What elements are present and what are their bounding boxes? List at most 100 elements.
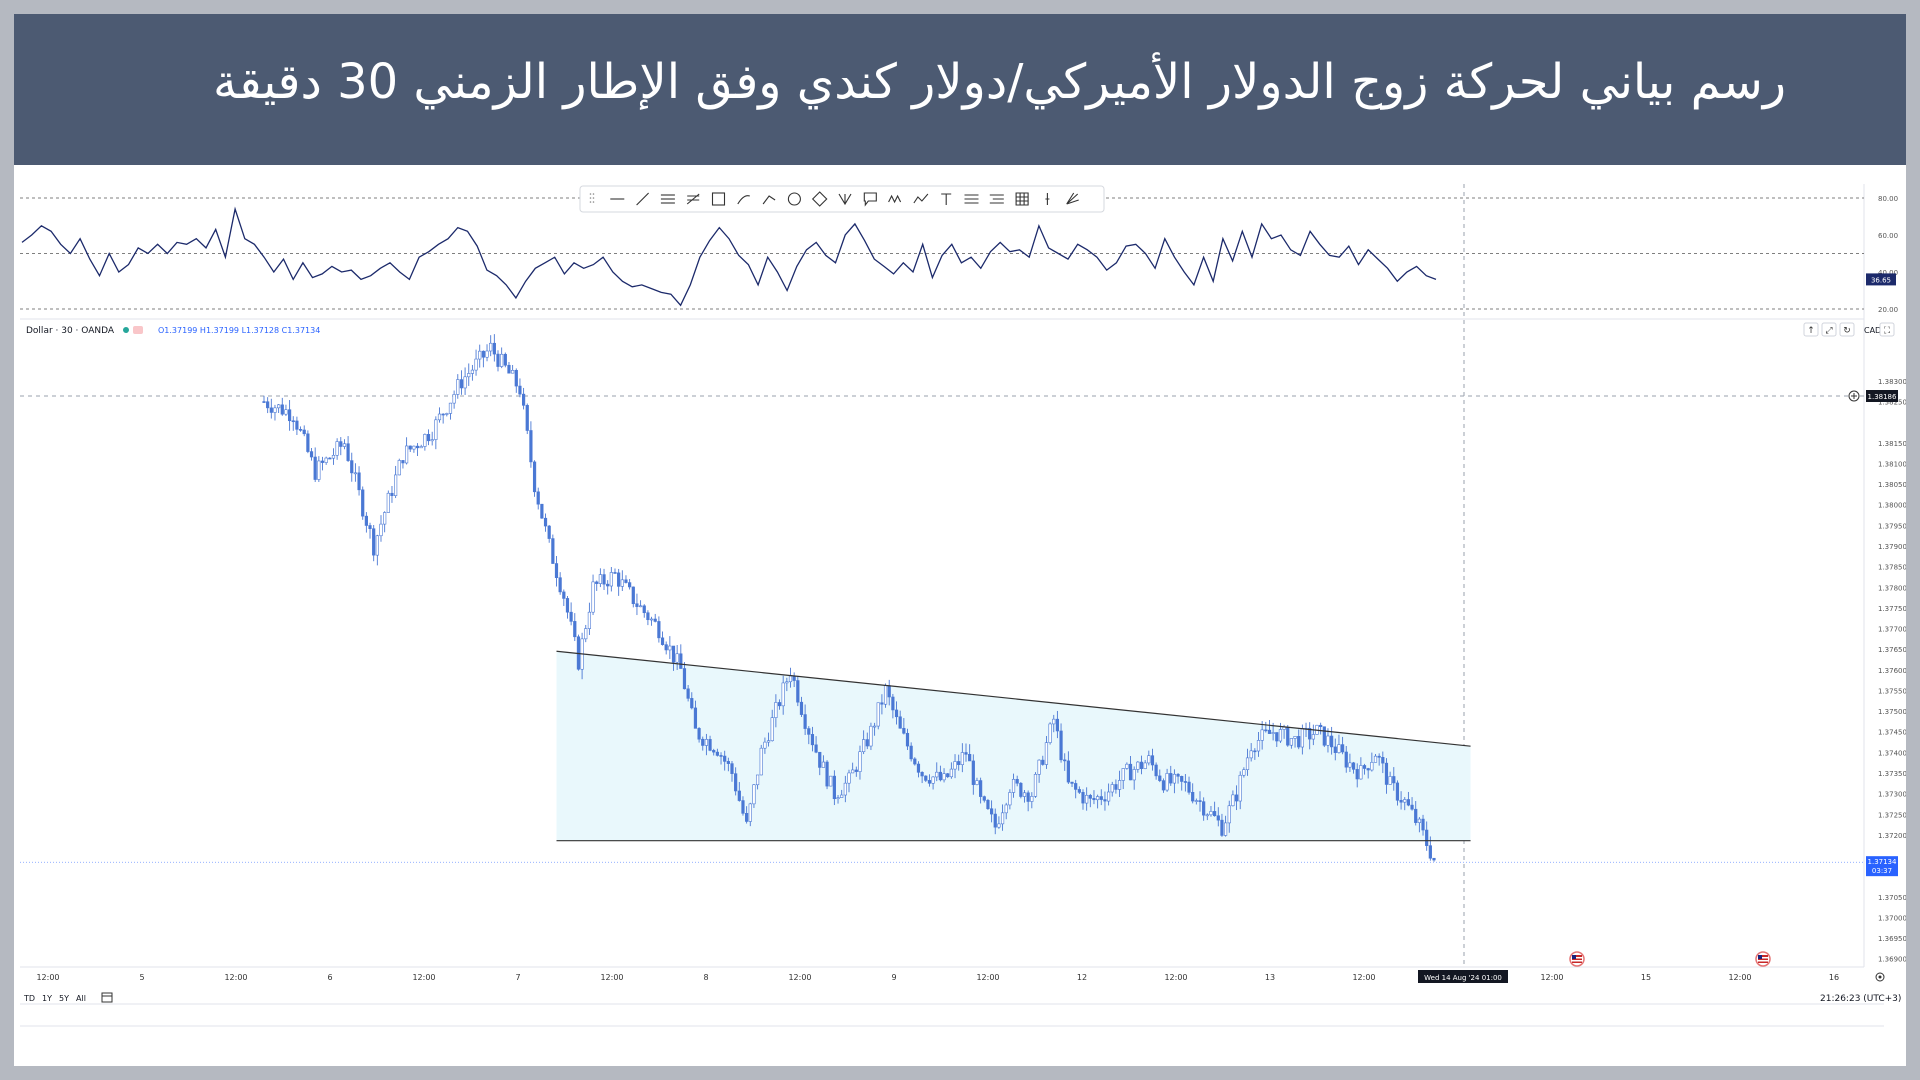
candle-body — [302, 429, 306, 435]
long-position-icon[interactable] — [964, 194, 979, 204]
timeframe-range-button[interactable]: 1Y — [42, 994, 52, 1003]
candle-body — [1161, 780, 1166, 791]
calendar-icon[interactable] — [101, 992, 113, 1003]
candle-body — [949, 768, 953, 778]
candle-body — [704, 739, 709, 746]
drawing-toolbar[interactable] — [579, 185, 1105, 213]
candle-body — [1117, 780, 1122, 790]
scroll-up-button[interactable] — [1803, 322, 1819, 337]
candle-body — [671, 645, 676, 663]
candle-body — [1103, 799, 1107, 802]
candle-body — [1011, 779, 1016, 793]
grid-icon[interactable] — [1015, 192, 1029, 206]
candle-body — [1070, 781, 1074, 784]
candle-body — [320, 460, 325, 463]
rectangle-icon[interactable] — [711, 192, 726, 206]
candle-body — [350, 460, 354, 474]
candle-body — [971, 760, 975, 785]
candle-body — [565, 598, 570, 613]
text-icon[interactable] — [941, 193, 952, 205]
expand-icon: ⤢ — [1824, 326, 1832, 336]
time-tick-label: 12:00 — [36, 973, 59, 982]
timeframe-range-button[interactable]: All — [76, 994, 86, 1003]
candle-body — [1110, 784, 1114, 793]
event-flag-icon[interactable] — [1755, 951, 1771, 967]
pitchfork-icon[interactable] — [838, 193, 852, 206]
parallel-channel-icon[interactable] — [660, 194, 675, 204]
time-tick-label: 7 — [515, 973, 520, 982]
time-tick-label: 9 — [891, 973, 896, 982]
candle-body — [737, 790, 741, 801]
price-tick-label: 1.38250 — [1878, 399, 1906, 407]
chart-area[interactable]: 80.0060.0040.0020.0036.651.383001.382501… — [14, 14, 1906, 1066]
timeframe-range-button[interactable]: TD — [23, 994, 35, 1003]
legend-ohlc: O1.37199 H1.37199 L1.37128 C1.37134 — [158, 326, 320, 335]
fullscreen-button[interactable] — [1879, 322, 1895, 337]
price-pane[interactable] — [20, 334, 1864, 863]
rotated-rectangle-icon[interactable] — [811, 191, 828, 207]
candle-body — [324, 457, 328, 463]
fullscreen-icon: ⛶ — [1883, 325, 1891, 336]
oscillator-pane[interactable] — [20, 197, 1864, 310]
settings-icon[interactable] — [1066, 192, 1079, 205]
callout-icon[interactable] — [863, 192, 877, 207]
chart-controls[interactable]: ↑ ⤢ ↻ CAD ⛶ — [1803, 322, 1895, 337]
candle-body — [1172, 773, 1177, 784]
candle-body — [459, 379, 464, 389]
title-banner: رسم بياني لحركة زوج الدولار الأميركي/دول… — [14, 14, 1906, 165]
crosshair-price-badge — [1866, 390, 1898, 402]
price-tick-label: 1.37950 — [1878, 522, 1906, 530]
candle-body — [1340, 744, 1345, 753]
candle-body — [1096, 796, 1100, 801]
path-icon[interactable] — [762, 195, 776, 205]
reset-icon: ↻ — [1843, 326, 1851, 336]
clock-label: 21:26:23 (UTC+3) — [1820, 994, 1901, 1004]
candle-body — [803, 714, 807, 729]
price-tick-label: 1.37450 — [1878, 729, 1906, 737]
triangle-pattern-fill[interactable] — [556, 651, 1471, 841]
candle-body — [624, 579, 628, 583]
candle-body — [1085, 794, 1089, 804]
circle-icon[interactable] — [787, 192, 801, 206]
event-flag-icon[interactable] — [1569, 951, 1585, 967]
candle-body — [1355, 769, 1359, 780]
candle-body — [748, 803, 752, 822]
price-tick-label: 1.38000 — [1878, 502, 1906, 510]
candle-body — [1216, 815, 1220, 821]
upper-trend-line[interactable] — [556, 650, 1471, 747]
reset-button[interactable] — [1839, 322, 1855, 337]
candle-body — [426, 434, 431, 442]
candle-body — [1030, 796, 1034, 802]
wave-icon[interactable] — [888, 194, 902, 204]
candle-body — [1066, 760, 1070, 783]
candle-body — [1421, 818, 1425, 831]
candle-body — [653, 618, 657, 622]
crosshair-time-badge — [1418, 970, 1508, 983]
currency-label[interactable]: CAD — [1864, 326, 1881, 335]
timeframe-range-button[interactable]: 5Y — [59, 994, 69, 1003]
time-tick-label: 12:00 — [1352, 973, 1375, 982]
candle-body — [573, 621, 577, 638]
fib-retracement-icon[interactable] — [686, 193, 700, 205]
candle-body — [1234, 794, 1239, 802]
trend-line-icon[interactable] — [636, 192, 649, 206]
brush-icon[interactable] — [737, 195, 750, 205]
candle-body — [686, 688, 690, 699]
time-axis-settings-icon[interactable] — [1875, 972, 1885, 982]
candle-body — [638, 605, 643, 608]
candle-body — [595, 581, 599, 584]
candle-body — [1041, 759, 1045, 765]
candle-body — [1264, 729, 1268, 732]
candle-body — [1249, 750, 1253, 759]
polyline-icon[interactable] — [913, 193, 929, 204]
expand-button[interactable] — [1821, 322, 1837, 337]
legend-symbol[interactable]: Dollar · 30 · OANDA — [26, 326, 115, 336]
short-position-icon[interactable] — [989, 194, 1004, 204]
timeframe-bar[interactable]: TD 1Y 5Y All — [23, 994, 86, 1003]
candle-body — [690, 698, 694, 709]
oscillator-value-label: 36.65 — [1871, 276, 1891, 284]
candle-body — [646, 612, 650, 621]
candle-body — [968, 753, 972, 762]
cursor-line-icon[interactable] — [1045, 193, 1050, 205]
candle-body — [1410, 804, 1414, 810]
